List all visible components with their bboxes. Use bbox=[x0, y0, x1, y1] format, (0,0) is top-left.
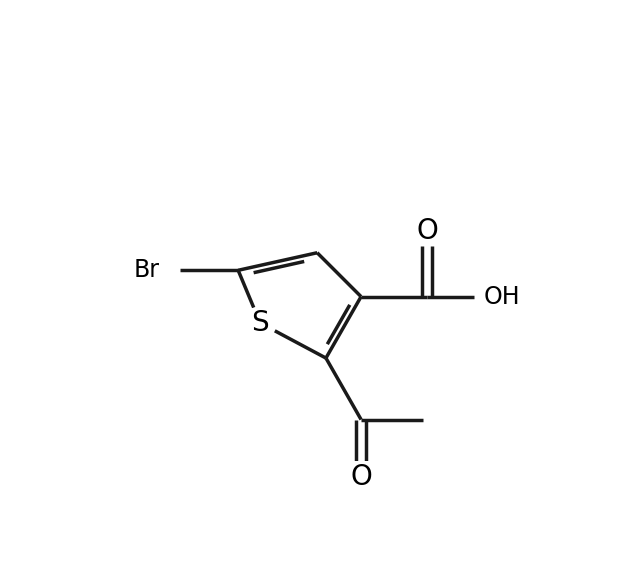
Text: Br: Br bbox=[133, 258, 159, 282]
Text: O: O bbox=[416, 217, 438, 245]
Text: O: O bbox=[350, 463, 372, 491]
Text: OH: OH bbox=[484, 284, 521, 308]
Text: S: S bbox=[251, 309, 269, 337]
